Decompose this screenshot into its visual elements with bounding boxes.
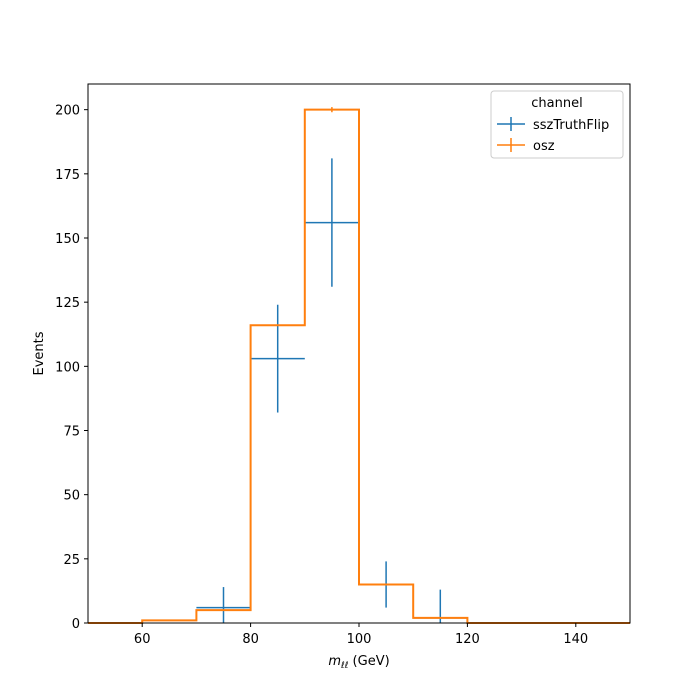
x-axis-label-main: m bbox=[328, 654, 341, 669]
step-line bbox=[88, 108, 630, 624]
y-tick-label: 100 bbox=[55, 360, 80, 375]
x-tick-label: 80 bbox=[242, 632, 259, 647]
series-osz bbox=[88, 107, 630, 624]
legend-label: sszTruthFlip bbox=[533, 118, 609, 133]
y-tick-label: 175 bbox=[55, 168, 80, 183]
y-tick-label: 25 bbox=[63, 553, 80, 568]
x-axis-label-unit: (GeV) bbox=[348, 654, 389, 669]
legend: channel sszTruthFlip osz bbox=[490, 90, 624, 159]
chart-marks bbox=[88, 107, 630, 624]
x-tick-label: 120 bbox=[455, 632, 480, 647]
series-sszTruthFlip bbox=[196, 158, 468, 623]
y-tick-label: 75 bbox=[63, 425, 80, 440]
x-tick-label: 140 bbox=[563, 632, 588, 647]
legend-items: sszTruthFlip osz bbox=[497, 117, 609, 154]
y-tick-label: 150 bbox=[55, 232, 80, 247]
y-axis-label: Events bbox=[32, 331, 47, 375]
x-tick-label: 60 bbox=[134, 632, 151, 647]
y-tick-label: 125 bbox=[55, 296, 80, 311]
x-axis-label: mℓℓ (GeV) bbox=[328, 654, 389, 671]
x-axis: 60 80 100 120 140 bbox=[134, 623, 588, 647]
x-axis-label-subscript: ℓℓ bbox=[340, 661, 348, 671]
y-tick-label: 0 bbox=[72, 617, 80, 632]
legend-item-sszTruthFlip: sszTruthFlip bbox=[497, 117, 609, 133]
y-tick-label: 50 bbox=[63, 489, 80, 504]
legend-label: osz bbox=[533, 139, 555, 154]
legend-item-osz: osz bbox=[497, 138, 555, 154]
legend-box bbox=[490, 90, 624, 159]
legend-title: channel bbox=[531, 96, 582, 111]
x-tick-label: 100 bbox=[347, 632, 372, 647]
y-tick-label: 200 bbox=[55, 104, 80, 119]
y-axis: 0 25 50 75 100 125 150 175 200 bbox=[55, 104, 88, 632]
